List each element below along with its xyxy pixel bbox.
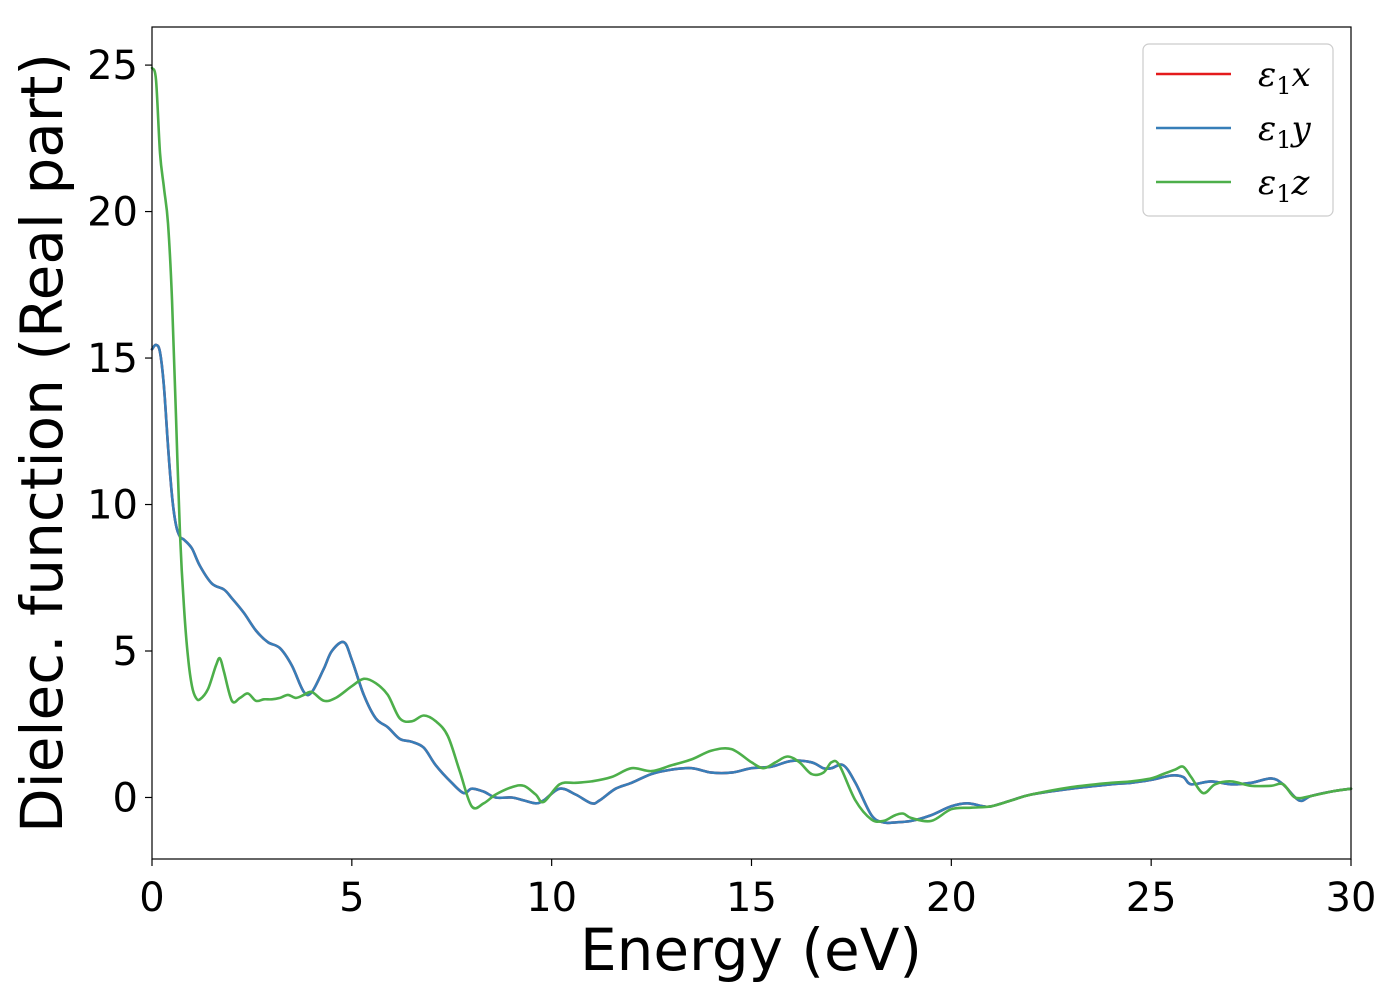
y-tick-label: 15: [87, 336, 138, 382]
legend: ε1x ε1y ε1z: [1142, 43, 1334, 217]
x-tick-label: 0: [139, 875, 164, 921]
x-tick-label: 5: [339, 875, 364, 921]
y-axis-label: Dielec. function (Real part): [8, 53, 76, 833]
x-axis-ticks: 0 5 10 15 20 25 30: [139, 859, 1376, 921]
legend-label-y: ε1y: [1258, 109, 1312, 154]
x-tick-label: 20: [926, 875, 977, 921]
x-axis-label: Energy (eV): [580, 916, 922, 984]
y-tick-label: 25: [87, 43, 138, 89]
series-line-z: [150, 66, 1353, 824]
y-tick-label: 20: [87, 190, 138, 236]
series-layer: [150, 66, 1353, 825]
x-tick-label: 25: [1126, 875, 1177, 921]
legend-label-x: ε1x: [1258, 55, 1311, 100]
y-axis-ticks: 0 5 10 15 20 25: [87, 43, 152, 821]
x-tick-label: 10: [526, 875, 577, 921]
x-tick-label: 15: [726, 875, 777, 921]
x-tick-label: 30: [1326, 875, 1377, 921]
legend-label-z: ε1z: [1258, 163, 1311, 208]
y-tick-label: 10: [87, 483, 138, 529]
series-line-y: [150, 343, 1353, 825]
legend-box: [1142, 43, 1334, 217]
y-tick-label: 5: [113, 629, 138, 675]
y-tick-label: 0: [113, 775, 138, 821]
